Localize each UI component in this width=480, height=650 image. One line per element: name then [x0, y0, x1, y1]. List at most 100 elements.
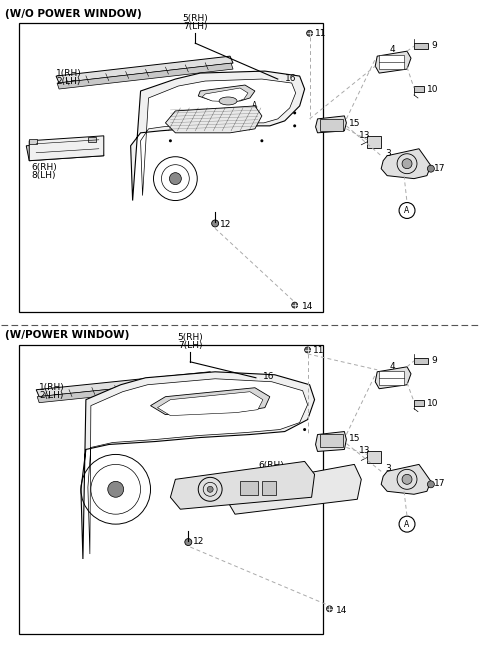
- Circle shape: [307, 31, 312, 36]
- Text: 6(RH): 6(RH): [31, 162, 57, 172]
- Text: 15: 15: [349, 119, 361, 128]
- Text: 10: 10: [427, 85, 438, 94]
- Polygon shape: [81, 372, 314, 559]
- Polygon shape: [26, 141, 104, 161]
- Text: 7(LH): 7(LH): [178, 341, 203, 350]
- Text: 17: 17: [434, 164, 445, 173]
- Bar: [262, 482, 276, 495]
- Circle shape: [169, 173, 181, 185]
- Text: 7(LH): 7(LH): [183, 22, 207, 31]
- Text: 10: 10: [427, 398, 438, 408]
- Text: 13: 13: [360, 447, 371, 456]
- Circle shape: [255, 377, 261, 383]
- Circle shape: [293, 124, 296, 127]
- Text: 17: 17: [434, 479, 445, 488]
- Polygon shape: [202, 88, 248, 102]
- Polygon shape: [131, 71, 305, 201]
- Bar: [414, 400, 424, 406]
- Circle shape: [277, 78, 283, 84]
- Text: 11: 11: [314, 29, 326, 38]
- Text: (W/O POWER WINDOW): (W/O POWER WINDOW): [5, 9, 142, 20]
- Circle shape: [169, 139, 172, 142]
- Circle shape: [427, 481, 434, 488]
- Bar: [19, 23, 323, 312]
- Circle shape: [185, 539, 192, 545]
- Circle shape: [212, 220, 218, 227]
- Text: 3: 3: [385, 149, 391, 158]
- Polygon shape: [198, 85, 255, 101]
- Polygon shape: [56, 56, 233, 83]
- Text: A: A: [405, 206, 409, 215]
- Bar: [88, 136, 96, 142]
- Bar: [379, 370, 404, 385]
- Circle shape: [108, 482, 124, 497]
- Text: 8(LH): 8(LH): [258, 469, 282, 478]
- Polygon shape: [315, 116, 347, 133]
- Text: 11: 11: [312, 346, 324, 355]
- Text: 9: 9: [431, 356, 437, 365]
- Polygon shape: [375, 367, 411, 389]
- Text: 12: 12: [220, 220, 231, 229]
- Polygon shape: [381, 464, 431, 494]
- Text: 3: 3: [385, 464, 391, 473]
- Bar: [414, 358, 428, 364]
- Text: 14: 14: [336, 606, 348, 615]
- Polygon shape: [29, 136, 104, 161]
- Circle shape: [303, 416, 306, 419]
- Bar: [320, 434, 343, 447]
- Circle shape: [402, 474, 412, 484]
- Text: 15: 15: [349, 434, 361, 443]
- Bar: [29, 139, 37, 144]
- Circle shape: [303, 428, 306, 431]
- Text: 6(RH): 6(RH): [258, 462, 284, 471]
- Circle shape: [147, 124, 150, 127]
- Text: 14: 14: [301, 302, 313, 311]
- Polygon shape: [57, 63, 233, 89]
- Text: 4: 4: [389, 46, 395, 54]
- Polygon shape: [315, 432, 347, 452]
- Text: 5(RH): 5(RH): [182, 14, 208, 23]
- Ellipse shape: [219, 97, 237, 105]
- Text: 1(RH): 1(RH): [39, 383, 65, 392]
- Circle shape: [305, 347, 311, 353]
- Text: 13: 13: [360, 131, 371, 140]
- Circle shape: [147, 111, 150, 114]
- Circle shape: [91, 443, 95, 446]
- Polygon shape: [157, 392, 263, 415]
- Bar: [367, 452, 381, 463]
- Polygon shape: [228, 464, 361, 514]
- Text: 2(LH): 2(LH): [56, 77, 81, 86]
- Circle shape: [91, 426, 95, 429]
- Text: 9: 9: [431, 41, 437, 50]
- Circle shape: [207, 486, 213, 492]
- Polygon shape: [36, 372, 213, 396]
- Text: A: A: [252, 101, 258, 111]
- Polygon shape: [166, 106, 262, 133]
- Circle shape: [293, 111, 296, 114]
- Circle shape: [260, 139, 264, 142]
- Polygon shape: [141, 79, 296, 196]
- Circle shape: [292, 302, 298, 308]
- Bar: [414, 43, 428, 49]
- Circle shape: [326, 606, 333, 612]
- Bar: [367, 136, 381, 148]
- Bar: [19, 345, 323, 634]
- Bar: [379, 55, 404, 69]
- Bar: [320, 119, 343, 131]
- Polygon shape: [88, 379, 308, 554]
- Polygon shape: [381, 149, 431, 179]
- Polygon shape: [151, 388, 270, 415]
- Circle shape: [402, 159, 412, 168]
- Circle shape: [427, 165, 434, 172]
- Bar: [414, 86, 424, 92]
- Text: A: A: [405, 519, 409, 528]
- Text: 5(RH): 5(RH): [178, 333, 203, 342]
- Text: (W/POWER WINDOW): (W/POWER WINDOW): [5, 330, 130, 340]
- Text: 4: 4: [389, 362, 395, 371]
- Polygon shape: [37, 379, 213, 402]
- Polygon shape: [170, 462, 314, 509]
- Text: 12: 12: [193, 537, 204, 546]
- Text: A: A: [235, 403, 240, 412]
- Text: 16: 16: [285, 74, 296, 83]
- Text: 16: 16: [263, 372, 275, 381]
